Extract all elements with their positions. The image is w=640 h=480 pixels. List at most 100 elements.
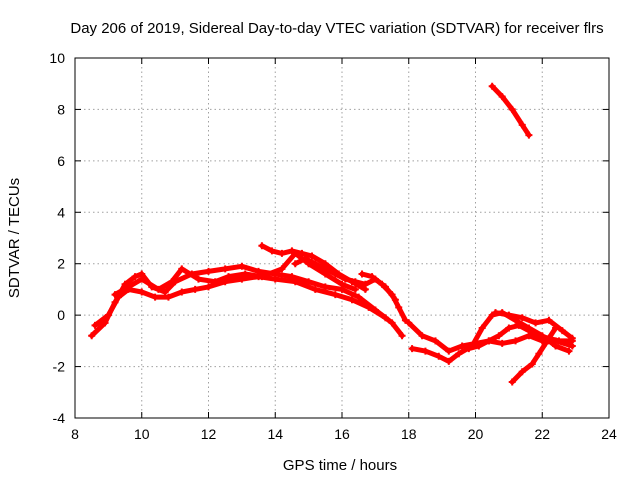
data-point [388,319,396,327]
data-point [88,332,96,340]
data-point [498,339,506,347]
data-point [288,247,296,255]
data-point [298,249,306,257]
data-point [291,278,299,286]
data-point [205,267,212,275]
data-point [111,291,119,299]
series-trace-12 [489,83,532,138]
data-point [515,321,523,329]
x-axis-label: GPS time / hours [283,457,397,474]
data-point [398,332,406,340]
data-point [508,105,516,113]
data-point [395,303,403,311]
data-point [211,278,219,286]
data-point [458,342,466,350]
data-point [435,352,443,360]
x-tick-label: 10 [134,426,150,442]
data-point [238,262,246,270]
data-point [205,283,212,291]
data-point [278,265,286,273]
data-point [505,311,513,319]
data-point [351,285,359,293]
x-tick-label: 22 [534,426,550,442]
grid-lines [75,58,609,418]
data-point [365,303,373,311]
data-point [308,252,316,260]
data-point [164,293,172,301]
data-point [191,285,199,293]
y-tick-label: 2 [57,256,65,272]
data-point [305,278,313,286]
data-point [492,309,500,317]
data-point [331,291,339,299]
data-point [221,265,229,273]
data-point [555,337,563,345]
data-point [505,324,513,332]
y-tick-label: -4 [53,410,66,426]
data-point [258,273,266,281]
y-tick-label: -2 [53,359,66,375]
data-point [154,285,162,293]
series-trace-11 [509,325,559,385]
data-point [455,350,463,358]
data-point [178,288,186,296]
data-point [321,283,329,291]
chart-title: Day 206 of 2019, Sidereal Day-to-day VTE… [70,20,603,37]
data-point [535,350,543,358]
data-point [338,280,346,288]
y-tick-label: 8 [57,101,65,117]
data-point [508,378,516,386]
x-tick-label: 12 [201,426,217,442]
data-point [131,273,139,281]
y-tick-label: 0 [57,307,65,323]
data-point [495,332,503,340]
data-point [361,280,369,288]
data-point [478,324,486,332]
data-point [535,332,543,340]
data-point [518,368,526,376]
y-tick-label: 6 [57,153,65,169]
data-point [445,357,453,365]
data-point [241,270,249,278]
data-point [348,296,356,304]
data-point [378,280,386,288]
x-tick-label: 24 [601,426,617,442]
data-point [104,311,112,319]
data-point [418,332,426,340]
data-point [525,131,533,139]
data-point [291,260,299,268]
data-point [151,293,159,301]
x-tick-label: 8 [71,426,79,442]
y-tick-label: 10 [49,50,65,66]
data-point [542,339,550,347]
data-point [358,270,366,278]
data-point [258,242,266,250]
data-point [278,249,286,257]
data-point [381,314,389,322]
data-point [518,314,526,322]
data-point [91,321,99,329]
data-point [558,327,566,335]
x-tick-label: 16 [334,426,350,442]
data-point [271,275,279,283]
x-tick-label: 14 [267,426,283,442]
y-tick-label: 4 [57,204,65,220]
y-axis-label: SDTVAR / TECUs [6,178,23,298]
data-point [124,283,132,291]
data-point [194,275,202,283]
data-point [331,270,339,278]
data-point [525,327,533,335]
data-point [408,345,416,353]
data-point [225,273,233,281]
data-point [465,345,473,353]
data-point [405,319,413,327]
data-point [341,275,349,283]
x-tick-label: 20 [468,426,484,442]
data-point [532,319,540,327]
data-point [321,265,329,273]
data-point [268,247,276,255]
data-point [445,347,453,355]
data-point [518,121,526,129]
data-point [138,288,146,296]
